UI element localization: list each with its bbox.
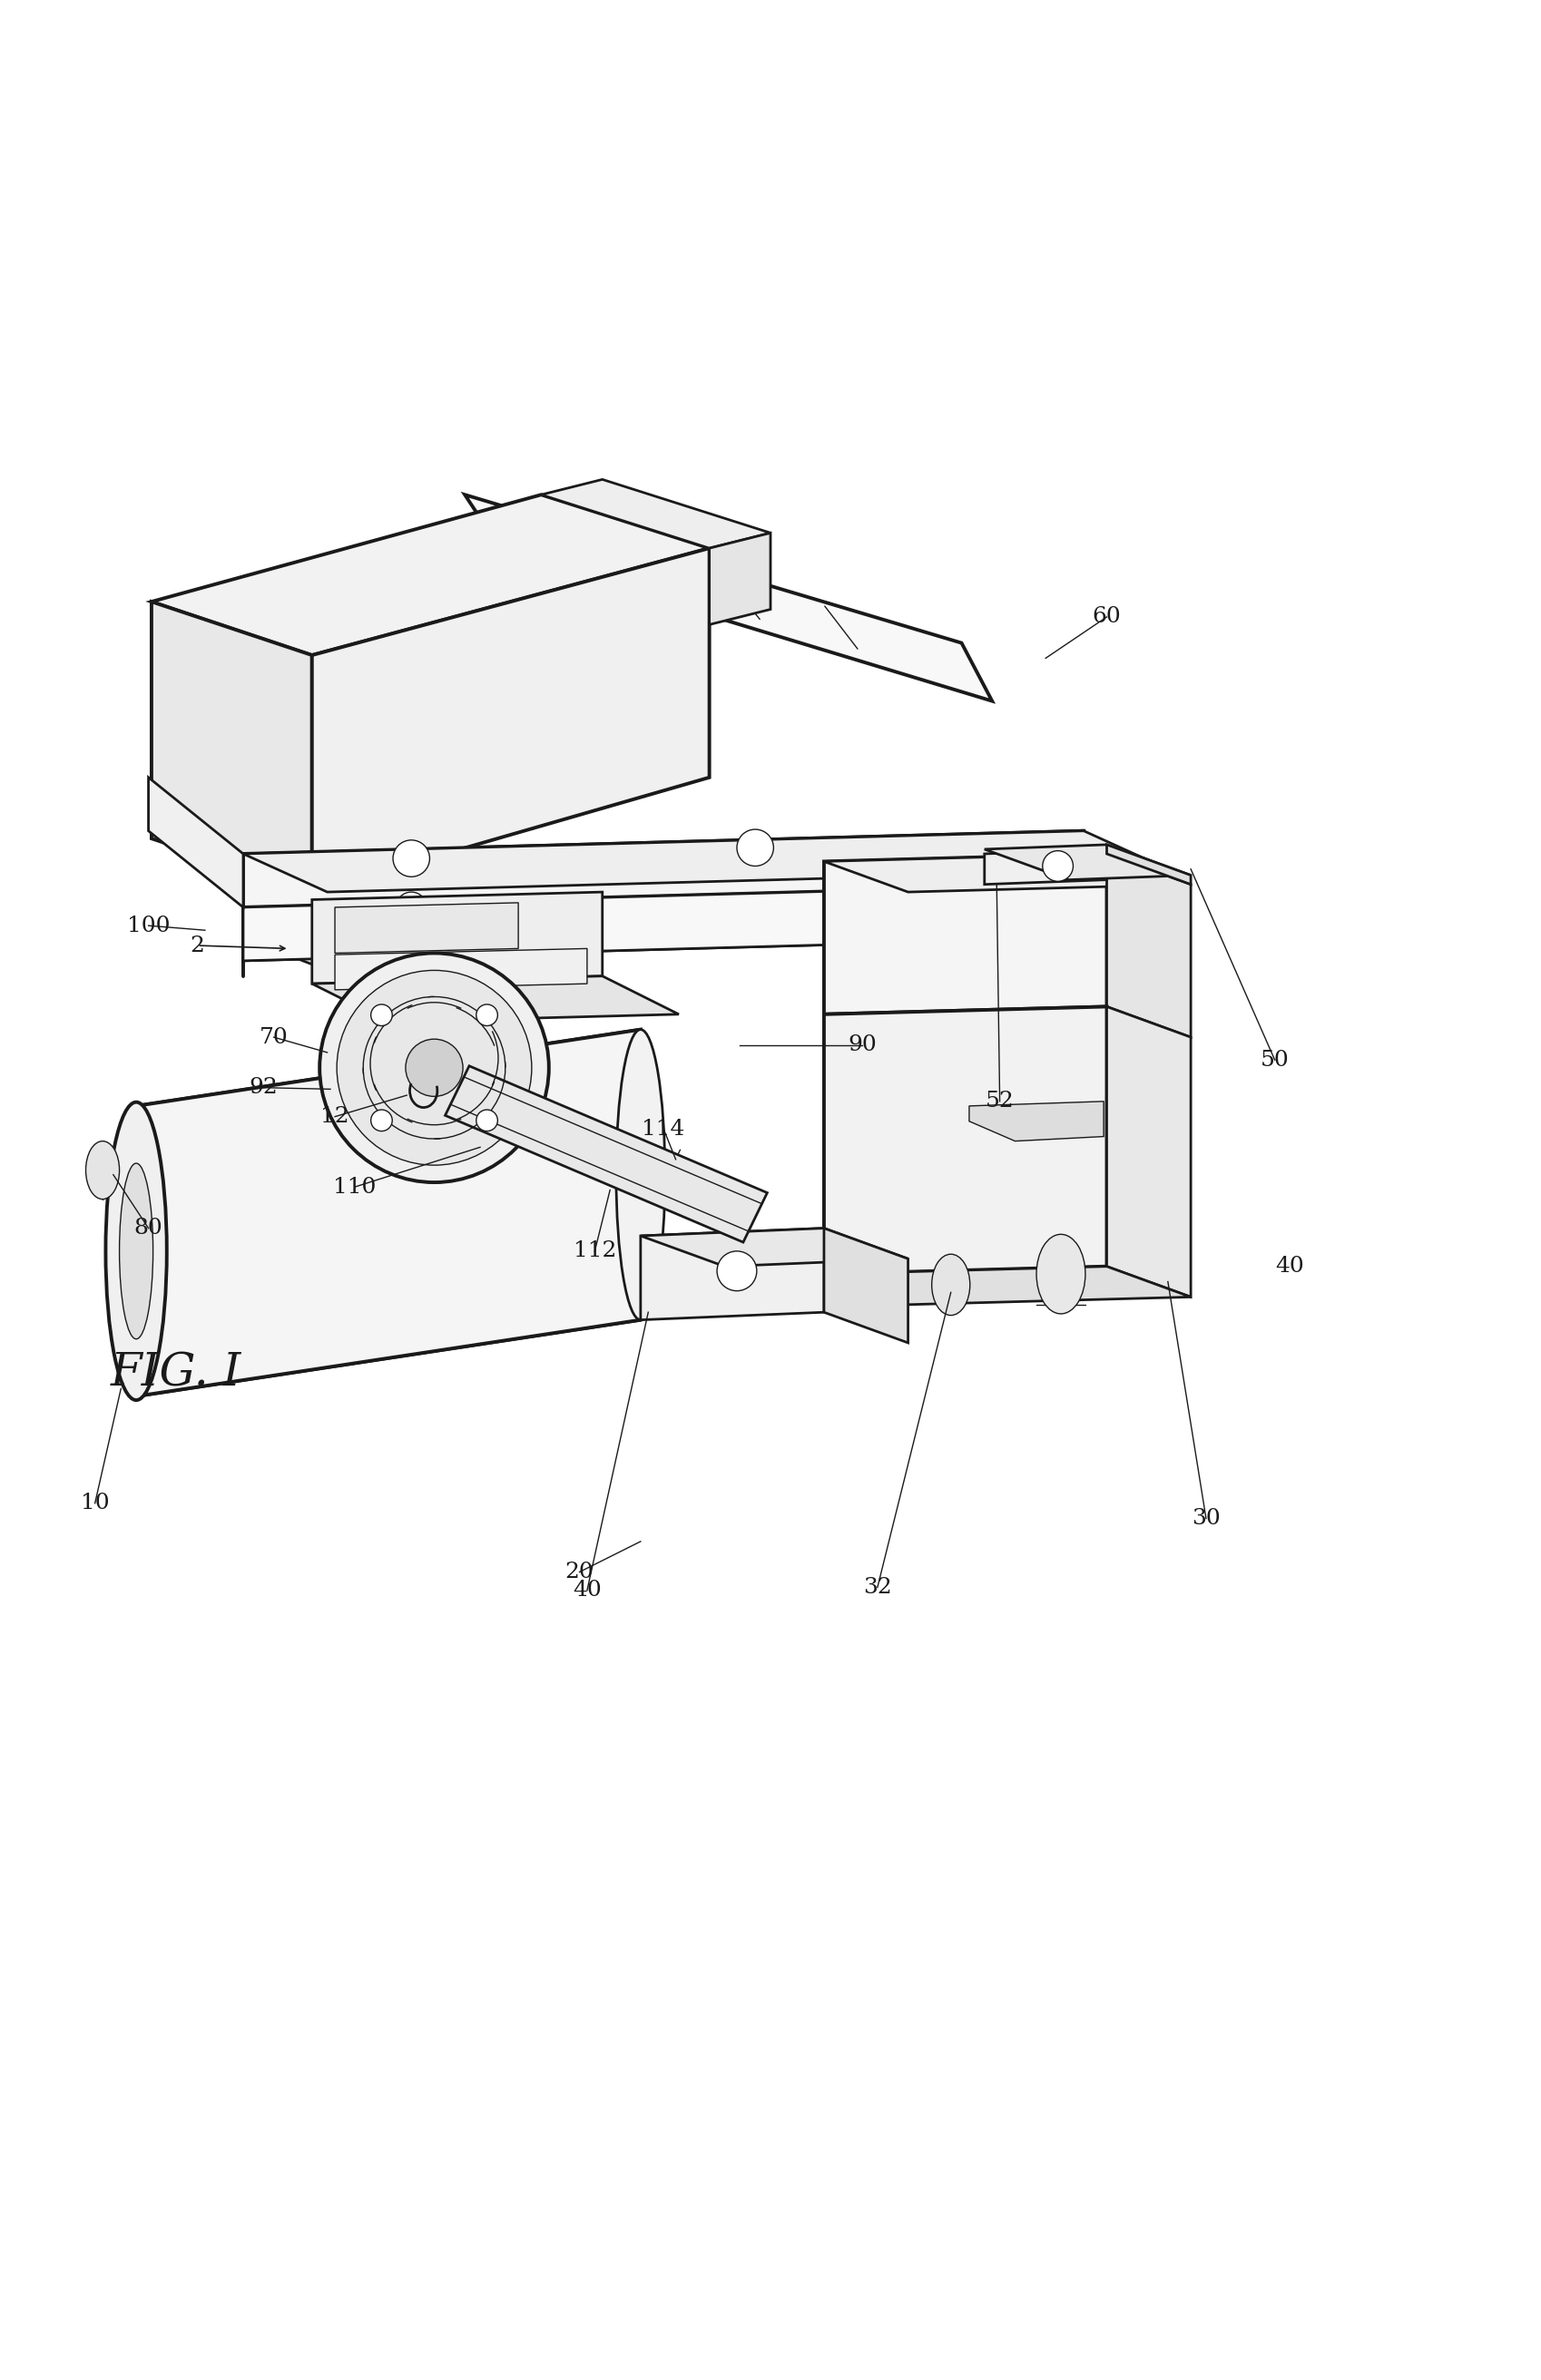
- Circle shape: [396, 892, 427, 923]
- Polygon shape: [824, 1228, 908, 1342]
- Polygon shape: [824, 854, 1191, 892]
- Text: 40: 40: [573, 1580, 601, 1602]
- Polygon shape: [334, 902, 518, 952]
- Circle shape: [371, 1004, 393, 1026]
- Polygon shape: [969, 1102, 1103, 1140]
- Circle shape: [737, 828, 774, 866]
- Text: 52: 52: [985, 1090, 1014, 1111]
- Text: 32: 32: [863, 1578, 892, 1597]
- Text: 112: 112: [573, 1240, 616, 1261]
- Ellipse shape: [932, 1254, 969, 1316]
- Polygon shape: [541, 478, 770, 547]
- Polygon shape: [641, 1228, 824, 1321]
- Text: 60: 60: [1093, 607, 1122, 628]
- Polygon shape: [151, 495, 709, 654]
- Circle shape: [337, 971, 532, 1166]
- Circle shape: [319, 952, 549, 1183]
- Text: 30: 30: [1191, 1509, 1220, 1528]
- Text: 50: 50: [1261, 1050, 1290, 1071]
- Text: 70: 70: [259, 1026, 288, 1047]
- Text: 92: 92: [248, 1078, 277, 1097]
- Ellipse shape: [86, 1140, 119, 1200]
- Ellipse shape: [119, 1164, 153, 1340]
- Circle shape: [476, 1004, 498, 1026]
- Polygon shape: [151, 602, 311, 892]
- Polygon shape: [641, 1228, 908, 1266]
- Polygon shape: [465, 495, 992, 702]
- Polygon shape: [243, 885, 1083, 962]
- Text: 12: 12: [321, 1107, 350, 1128]
- Ellipse shape: [106, 1102, 166, 1399]
- Polygon shape: [148, 778, 243, 907]
- Text: 90: 90: [848, 1035, 877, 1054]
- Polygon shape: [311, 892, 603, 983]
- Polygon shape: [1106, 1007, 1191, 1297]
- Polygon shape: [243, 831, 1083, 907]
- Polygon shape: [1106, 845, 1191, 885]
- Polygon shape: [311, 976, 678, 1021]
- Text: 2: 2: [190, 935, 205, 957]
- Polygon shape: [824, 1007, 1106, 1273]
- Text: FIG. I: FIG. I: [111, 1352, 240, 1395]
- Circle shape: [717, 1252, 757, 1290]
- Ellipse shape: [616, 1031, 666, 1321]
- Polygon shape: [824, 854, 1106, 1014]
- Text: 110: 110: [333, 1176, 376, 1197]
- Polygon shape: [136, 1031, 641, 1397]
- Text: 80: 80: [134, 1219, 163, 1238]
- Circle shape: [393, 840, 430, 876]
- Polygon shape: [243, 831, 1168, 892]
- Polygon shape: [243, 907, 342, 976]
- Text: 20: 20: [566, 1561, 593, 1583]
- Polygon shape: [445, 1066, 767, 1242]
- Text: 100: 100: [126, 916, 170, 935]
- Text: 40: 40: [1276, 1257, 1305, 1276]
- Polygon shape: [985, 845, 1191, 881]
- Polygon shape: [709, 533, 770, 624]
- Ellipse shape: [1037, 1235, 1085, 1314]
- Polygon shape: [824, 1266, 1191, 1304]
- Polygon shape: [311, 547, 709, 892]
- Circle shape: [1043, 850, 1073, 881]
- Text: 114: 114: [643, 1119, 686, 1140]
- Circle shape: [476, 1109, 498, 1130]
- Polygon shape: [334, 950, 587, 990]
- Text: 10: 10: [80, 1492, 109, 1514]
- Circle shape: [405, 1040, 462, 1097]
- Circle shape: [371, 1109, 393, 1130]
- Polygon shape: [985, 850, 1106, 885]
- Polygon shape: [1106, 854, 1191, 1038]
